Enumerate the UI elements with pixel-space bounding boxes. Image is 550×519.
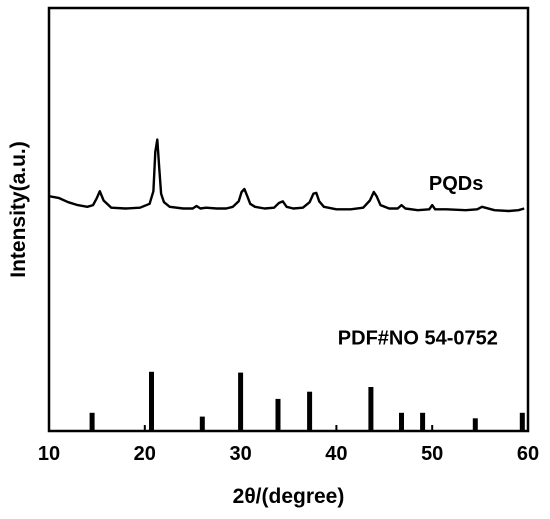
reference-bar: [238, 372, 244, 431]
x-tick-label: 50: [421, 443, 443, 465]
reference-bar: [89, 412, 95, 431]
reference-bar: [399, 412, 404, 431]
reference-bar: [519, 412, 525, 431]
reference-bar: [275, 398, 281, 431]
annotation-label: PDF#NO 54-0752: [338, 327, 498, 349]
x-tick-label: 30: [229, 443, 251, 465]
x-tick-label: 40: [325, 443, 347, 465]
x-axis-label: 2θ/(degree): [233, 485, 345, 508]
x-axis-ticks: [48, 425, 529, 431]
reference-bar: [199, 416, 205, 431]
x-axis-tick-labels: 10 20 30 40 50 60: [38, 443, 539, 465]
reference-bar: [368, 387, 374, 431]
reference-bar: [149, 371, 154, 431]
reference-bar: [472, 418, 478, 431]
y-axis-label: Intensity(a.u.): [7, 141, 30, 278]
plot-frame: [47, 6, 530, 433]
spectrum-line: [48, 138, 525, 213]
reference-bar-layer: [89, 371, 525, 431]
annotations: PQDs PDF#NO 54-0752: [338, 173, 498, 349]
x-tick-label: 60: [517, 443, 539, 465]
spectrum-layer: [48, 138, 525, 213]
reference-bar: [420, 412, 426, 431]
reference-bar: [307, 391, 313, 431]
x-tick-label: 10: [38, 443, 60, 465]
x-tick-label: 20: [134, 443, 156, 465]
annotation-label: PQDs: [429, 173, 483, 195]
